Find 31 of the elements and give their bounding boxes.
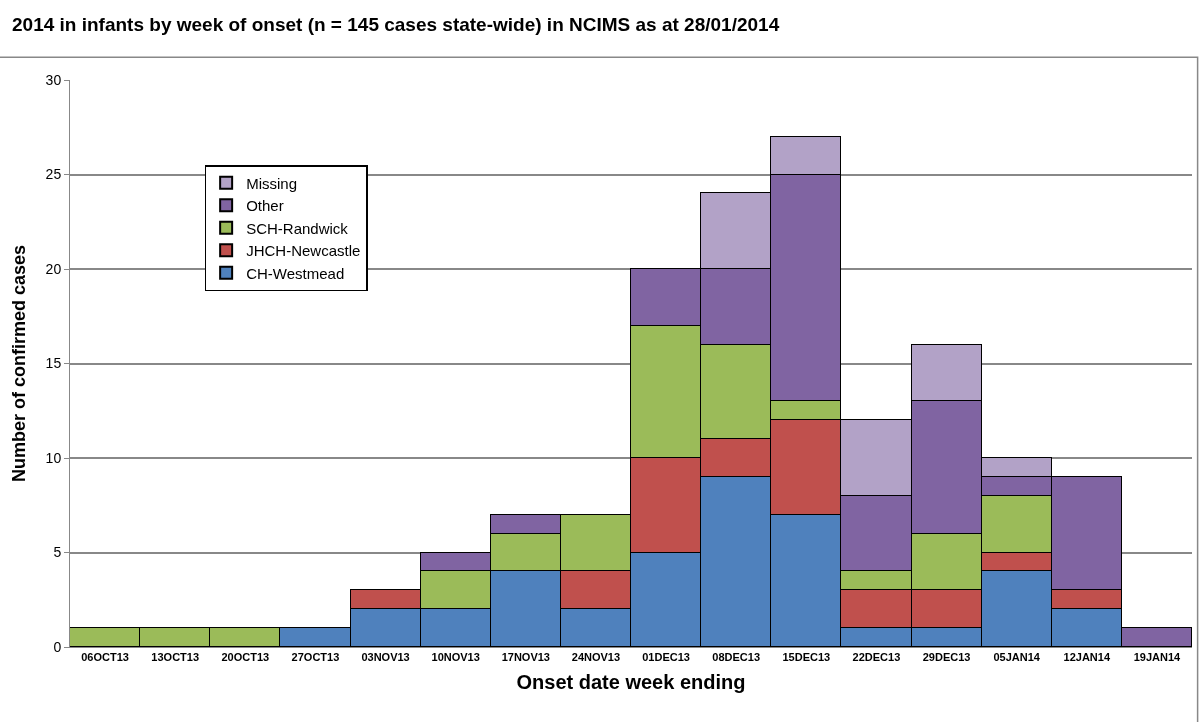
- y-tick-label: 20: [45, 260, 62, 277]
- legend-label: CH-Westmead: [246, 264, 345, 282]
- x-tick-label: 22DEC13: [852, 651, 901, 664]
- y-tick-label: 10: [45, 449, 62, 466]
- y-tick-label: 5: [53, 544, 62, 561]
- x-tick-label: 24NOV13: [571, 651, 621, 664]
- legend-label: Missing: [246, 174, 297, 192]
- y-tick-label: 25: [45, 166, 62, 183]
- x-tick-label: 05JAN14: [993, 651, 1041, 664]
- y-axis-title: Number of confirmed cases: [8, 244, 29, 483]
- x-tick-label: 27OCT13: [291, 651, 340, 664]
- y-tick-label: 0: [53, 638, 62, 655]
- legend-label: JHCH-Newcastle: [246, 242, 361, 260]
- x-tick-label: 13OCT13: [151, 651, 200, 664]
- x-tick-label: 17NOV13: [501, 651, 550, 664]
- legend-label: Other: [246, 197, 284, 215]
- x-tick-label: 10NOV13: [431, 651, 480, 664]
- chart-title: 2014 in infants by week of onset (n = 145 cases state-wide) in NCIMS as at 28/01/2014: [12, 14, 780, 36]
- x-tick-label: 29DEC13: [922, 651, 971, 664]
- legend-label: SCH-Randwick: [246, 219, 349, 237]
- x-tick-label: 20OCT13: [221, 651, 270, 664]
- x-tick-label: 15DEC13: [782, 651, 831, 664]
- x-axis-title: Onset date week ending: [516, 670, 746, 693]
- x-tick-label: 12JAN14: [1063, 651, 1111, 664]
- y-tick-label: 15: [45, 355, 62, 372]
- x-tick-label: 06OCT13: [81, 651, 129, 664]
- x-tick-label: 01DEC13: [642, 651, 690, 664]
- y-tick-label: 30: [45, 71, 62, 88]
- x-tick-label: 08DEC13: [712, 651, 761, 664]
- x-tick-label: 19JAN14: [1133, 651, 1182, 664]
- x-tick-label: 03NOV13: [361, 651, 410, 664]
